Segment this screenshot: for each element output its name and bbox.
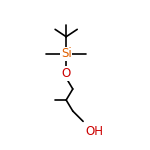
Text: Si: Si: [61, 47, 72, 60]
Text: O: O: [61, 67, 71, 80]
Text: OH: OH: [85, 125, 103, 138]
